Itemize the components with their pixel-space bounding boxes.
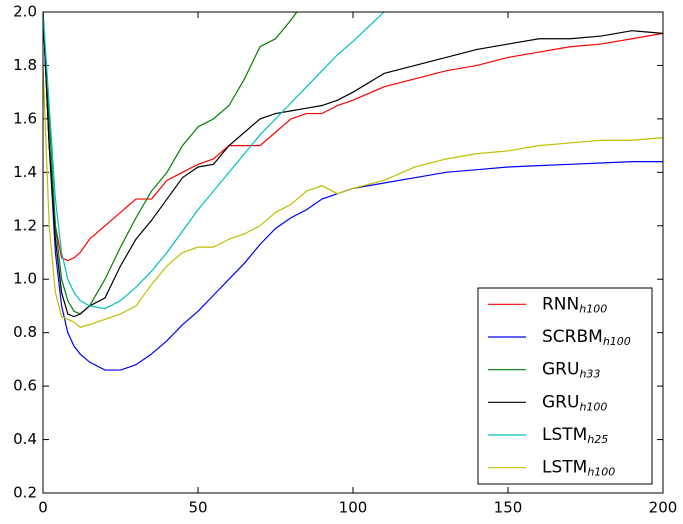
y-tick-label: 1.4 — [13, 163, 37, 181]
legend-subscript: h25 — [587, 433, 608, 446]
y-tick-label: 0.2 — [13, 484, 37, 502]
line-series — [43, 12, 663, 371]
legend-name: GRU — [542, 392, 579, 412]
x-tick-label: 150 — [494, 499, 523, 517]
legend-name: RNN — [542, 294, 579, 314]
y-tick-label: 0.4 — [13, 430, 37, 448]
legend-label: LSTMh25 — [542, 425, 608, 446]
legend-subscript: h100 — [579, 302, 607, 315]
legend-label: LSTMh100 — [542, 458, 615, 479]
line-series — [43, 12, 663, 262]
x-tick-label: 200 — [649, 499, 678, 517]
line-series — [43, 12, 663, 318]
x-tick-label: 0 — [38, 499, 48, 517]
legend-name: LSTM — [542, 458, 587, 478]
legend-name: GRU — [542, 360, 579, 380]
y-tick-label: 1.6 — [13, 109, 37, 127]
legend-name: LSTM — [542, 425, 587, 445]
x-tick-label: 50 — [188, 499, 207, 517]
line-series — [43, 12, 298, 315]
legend-label: RNNh100 — [542, 294, 607, 315]
legend-subscript: h100 — [579, 400, 607, 413]
legend-subscript: h100 — [603, 335, 631, 348]
y-tick-label: 1.8 — [13, 56, 37, 74]
line-series — [43, 65, 663, 328]
plot-lines — [43, 12, 663, 371]
y-tick-label: 1.0 — [13, 270, 37, 288]
legend-box — [477, 287, 653, 485]
legend-subscript: h100 — [587, 466, 615, 479]
legend-name: SCRBM — [542, 327, 603, 347]
x-tick-label: 100 — [339, 499, 368, 517]
legend-label: SCRBMh100 — [542, 327, 631, 348]
plot-frame — [42, 11, 664, 494]
legend-label: GRUh33 — [542, 360, 600, 381]
y-tick-label: 0.6 — [13, 377, 37, 395]
y-tick-label: 1.2 — [13, 216, 37, 234]
y-tick-label: 0.8 — [13, 323, 37, 341]
y-tick-label: 2.0 — [13, 3, 37, 21]
line-series — [43, 12, 385, 310]
legend-label: GRUh100 — [542, 392, 607, 413]
legend-subscript: h33 — [579, 368, 600, 381]
